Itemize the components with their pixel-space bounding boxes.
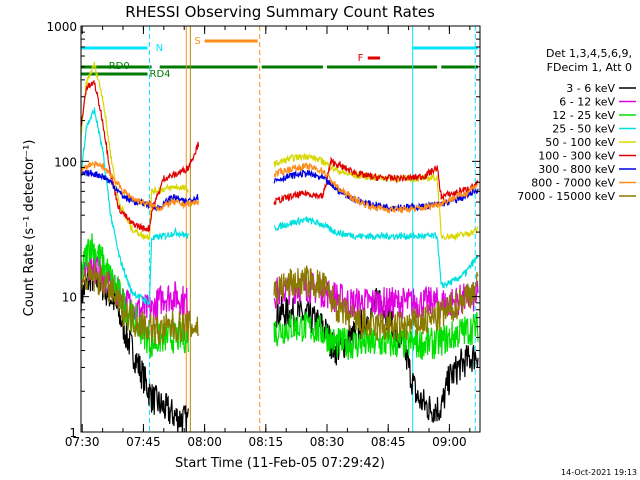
chart-title: RHESSI Observing Summary Count Rates <box>125 3 435 21</box>
legend-entry-label: 100 - 300 keV <box>538 150 615 163</box>
y-tick-label: 1 <box>69 426 77 440</box>
y-tick-label: 100 <box>54 155 77 169</box>
legend-header-line: Det 1,3,4,5,6,9, <box>546 47 632 60</box>
legend-header-line: FDecim 1, Att 0 <box>547 61 632 74</box>
legend-entry-label: 3 - 6 keV <box>566 82 615 95</box>
flag-label-rd4: RD4 <box>150 69 171 80</box>
x-tick-label: 08:15 <box>249 435 284 449</box>
flag-label-n: N <box>156 43 163 54</box>
series-line-8 <box>80 261 479 345</box>
flag-layer: N S F RD0 RD4 <box>81 36 478 80</box>
series-line-7 <box>80 160 479 215</box>
legend: Det 1,3,4,5,6,9,FDecim 1, Att 0 3 - 6 keV… <box>517 47 636 203</box>
footer-date: 14-Oct-2021 19:13 <box>561 468 637 477</box>
legend-entry-label: 7000 - 15000 keV <box>517 190 615 203</box>
x-tick-label: 07:45 <box>126 435 161 449</box>
y-tick-label: 1000 <box>46 20 77 34</box>
legend-entry-label: 50 - 100 keV <box>545 136 615 149</box>
y-axis-label: Count Rate (s⁻¹ detector⁻¹) <box>22 140 37 317</box>
flag-label-s: S <box>194 36 200 47</box>
x-tick-label: 08:30 <box>310 435 345 449</box>
flag-label-f: F <box>358 53 364 64</box>
series-line-3 <box>80 107 479 307</box>
series-layer <box>80 61 479 433</box>
x-tick-label: 07:30 <box>65 435 100 449</box>
legend-entry-label: 6 - 12 keV <box>559 96 615 109</box>
series-line-4 <box>80 61 479 242</box>
x-tick-label: 08:00 <box>187 435 222 449</box>
legend-entry-label: 300 - 800 keV <box>538 163 615 176</box>
legend-entry-label: 12 - 25 keV <box>552 109 615 122</box>
series-line-5 <box>80 79 479 233</box>
legend-entry-label: 25 - 50 keV <box>552 123 615 136</box>
legend-entry-label: 800 - 7000 keV <box>531 177 615 190</box>
plot-frame <box>80 25 481 433</box>
x-tick-label: 08:45 <box>371 435 406 449</box>
axes-layer: 07:30 07:45 08:00 08:15 08:30 08:45 09:00 1 10 10… <box>46 20 481 449</box>
event-vline-layer <box>149 26 476 432</box>
flag-label-rd0: RD0 <box>109 61 130 72</box>
x-tick-label: 09:00 <box>432 435 467 449</box>
x-axis-label: Start Time (11-Feb-05 07:29:42) <box>175 456 385 471</box>
y-tick-label: 10 <box>62 291 77 305</box>
